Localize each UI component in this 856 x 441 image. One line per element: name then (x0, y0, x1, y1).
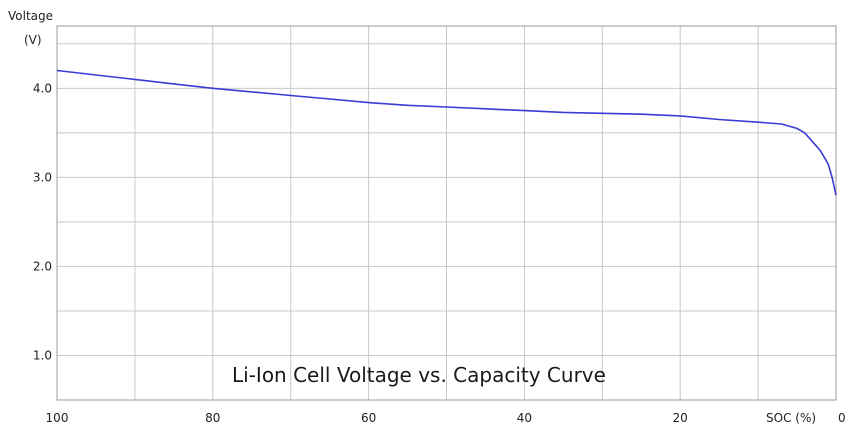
y-tick-label: 3.0 (33, 170, 52, 184)
x-tick-label: 60 (361, 411, 376, 425)
x-tick-label: 100 (46, 411, 69, 425)
tick-layer: 1.0 2.0 3.0 4.0 100 80 60 40 20 0 (33, 81, 846, 425)
voltage-series-line (56, 69, 837, 196)
grid-layer (57, 26, 836, 400)
y-tick-label: 2.0 (33, 259, 52, 273)
x-tick-label: 40 (517, 411, 532, 425)
x-tick-label: 0 (838, 411, 846, 425)
x-tick-label: 80 (205, 411, 220, 425)
x-tick-label: 20 (673, 411, 688, 425)
y-tick-label: 4.0 (33, 81, 52, 95)
y-axis-label-line1: Voltage (8, 9, 53, 23)
y-tick-label: 1.0 (33, 348, 52, 362)
y-axis-label-line2: (V) (24, 33, 42, 47)
chart-title: Li-Ion Cell Voltage vs. Capacity Curve (232, 363, 606, 387)
x-axis-label: SOC (%) (766, 411, 816, 425)
series-layer (56, 69, 837, 196)
plot-frame (56, 25, 837, 401)
